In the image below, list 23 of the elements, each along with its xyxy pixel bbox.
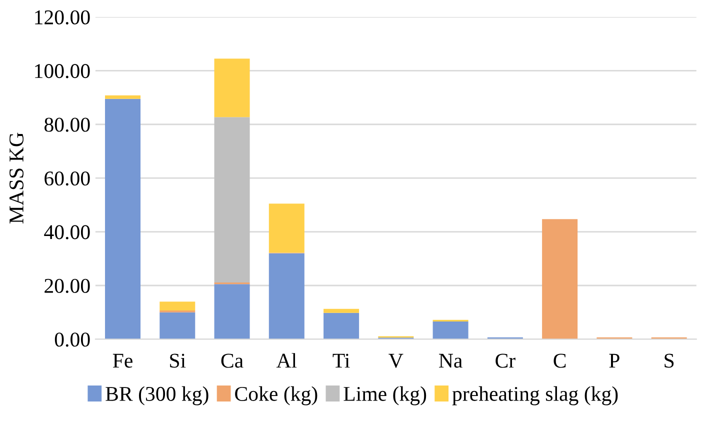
y-tick-label: 100.00: [35, 64, 90, 78]
legend-label: Coke (kg): [235, 386, 318, 406]
y-tick-label: 80.00: [44, 118, 90, 132]
legend-label: BR (300 kg): [106, 386, 208, 406]
x-tick-label: Ca: [221, 354, 244, 368]
y-tick-label: 20.00: [44, 278, 90, 294]
x-tick-label: C: [554, 354, 566, 368]
x-tick-label: Al: [276, 353, 297, 368]
legend-label: preheating slag (kg): [452, 386, 618, 406]
x-tick-label: Si: [170, 354, 186, 368]
x-tick-label: S: [664, 354, 674, 368]
x-tick-label: V: [388, 354, 404, 368]
y-tick-label: 40.00: [44, 225, 90, 240]
y-tick-label: 120.00: [35, 10, 90, 24]
legend-label: Lime (kg): [344, 386, 426, 406]
x-tick-label: Na: [439, 354, 462, 368]
x-tick-label: Cr: [496, 354, 516, 368]
x-tick-label: Fe: [112, 354, 132, 368]
x-tick-label: Ti: [332, 354, 350, 368]
x-tick-label: P: [609, 354, 620, 368]
y-tick-label: 0.00: [54, 332, 90, 347]
y-tick-label: 60.00: [44, 171, 90, 186]
y-axis-title: MASS KG: [10, 132, 24, 224]
